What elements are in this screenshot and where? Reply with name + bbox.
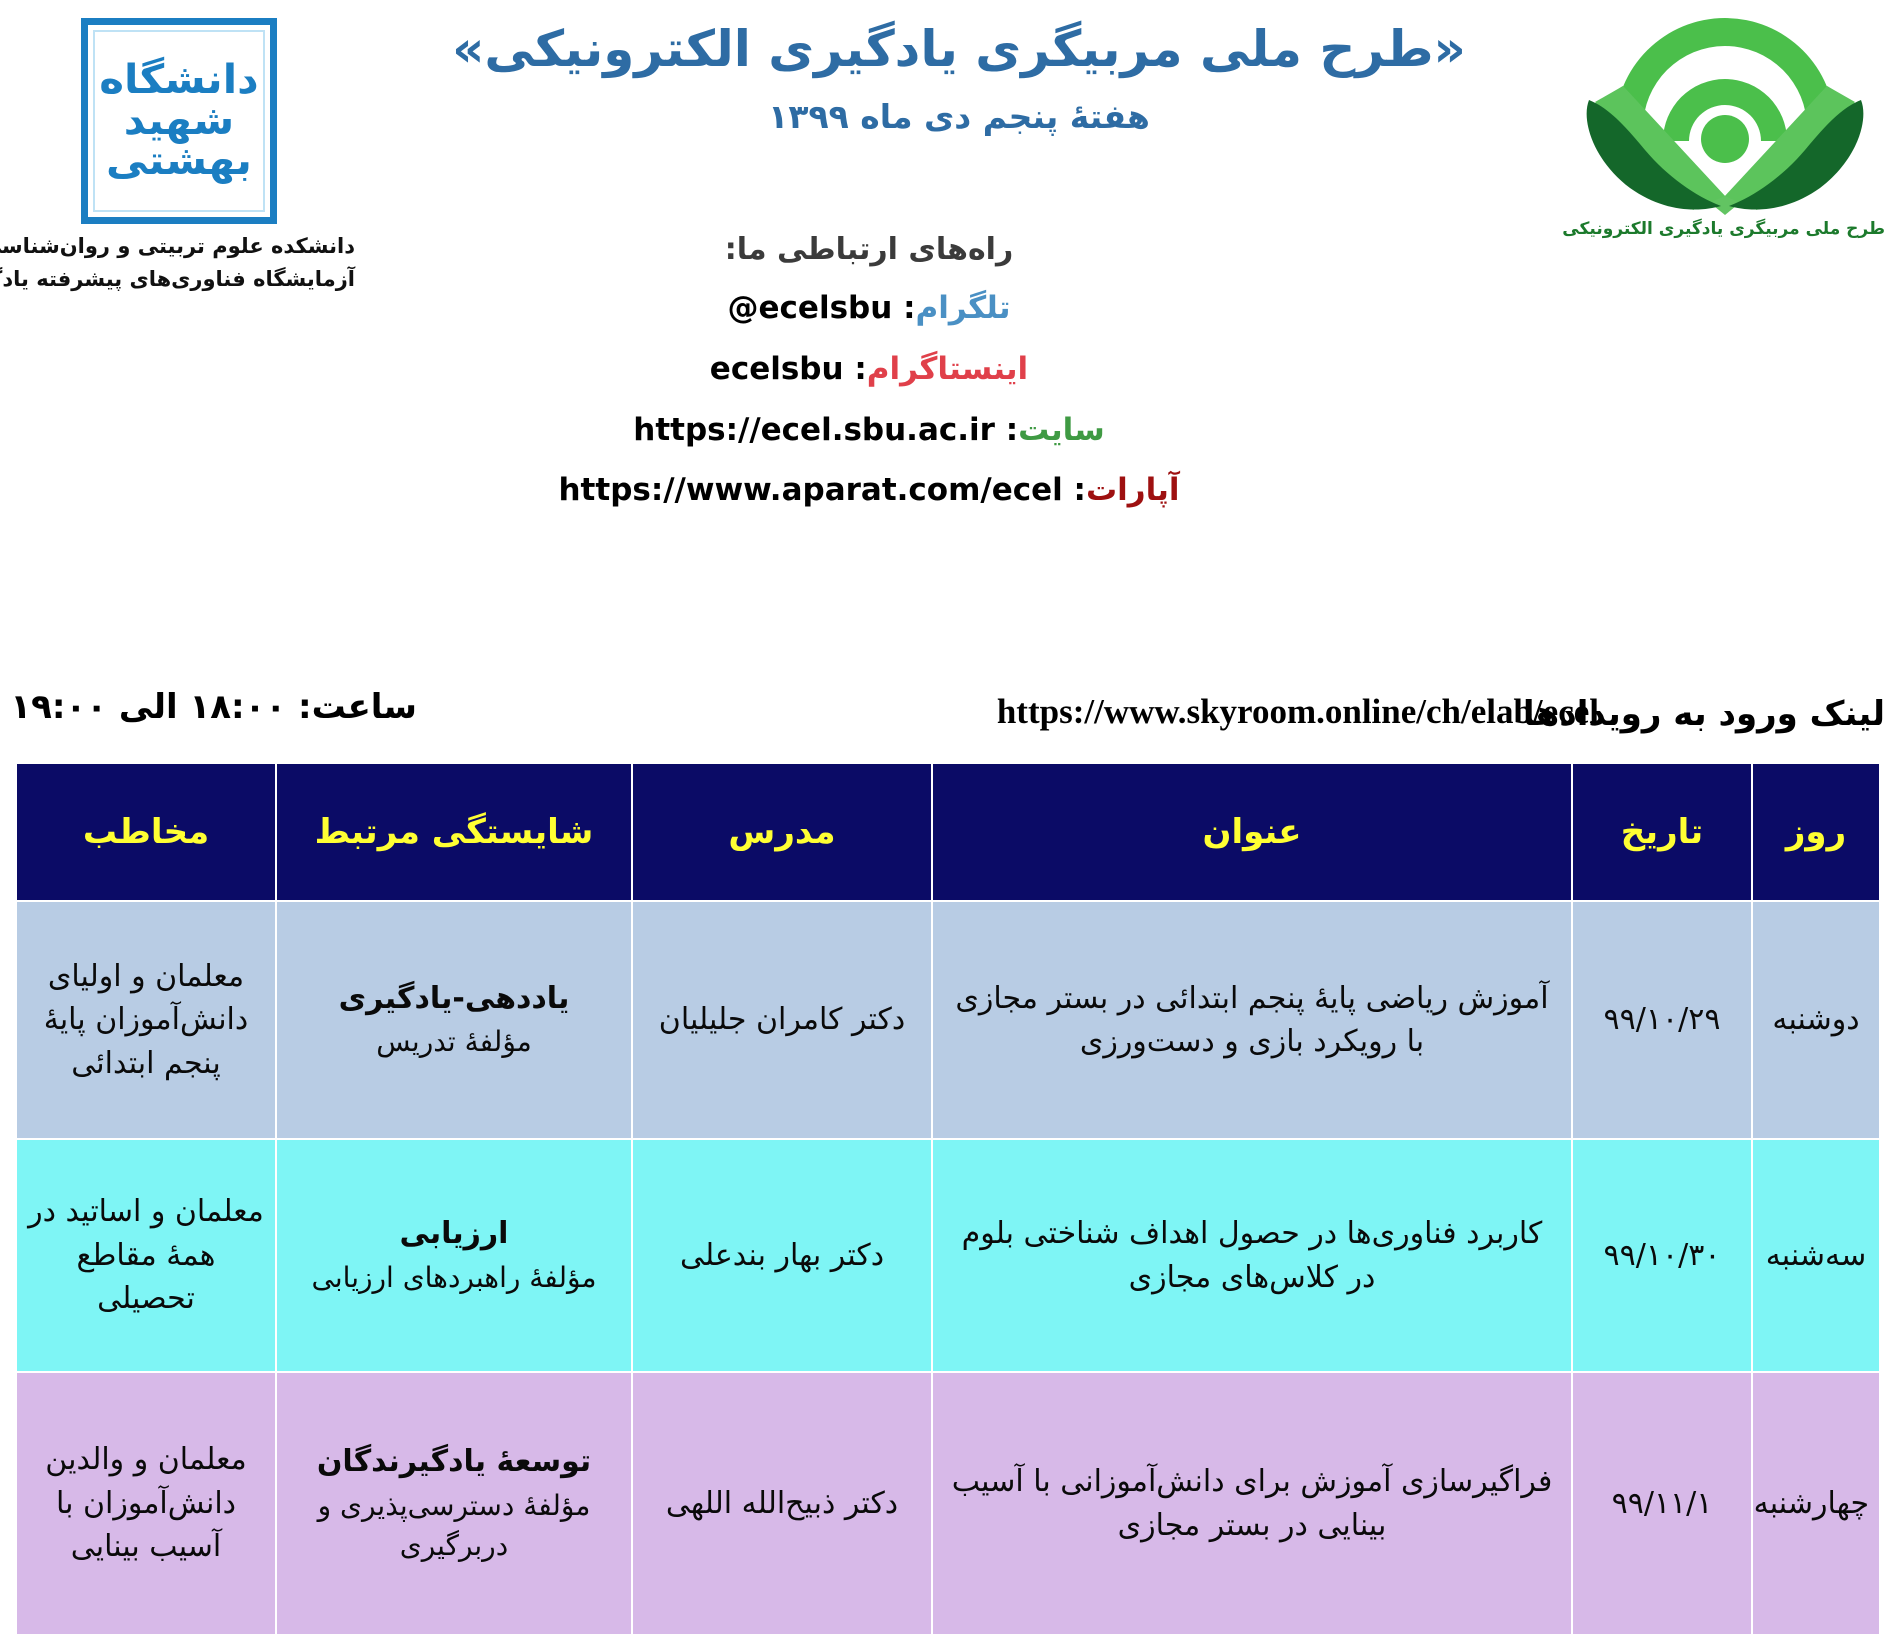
cell-title: کاربرد فناوری‌ها در حصول اهداف شناختی بل… (932, 1138, 1574, 1373)
cell-date: ۹۹/۱۰/۲۹ (1572, 900, 1754, 1140)
column-header-audience: مخاطب (16, 762, 278, 902)
schedule-table-wrap: روز تاریخ عنوان مدرس شایستگی مرتبط مخاطب… (16, 762, 1882, 1636)
title-block: «طرح ملی مربیگری یادگیری الکترونیکی» هفت… (370, 18, 1550, 136)
cell-date: ۹۹/۱۰/۳۰ (1572, 1138, 1754, 1373)
cell-competency: ارزیابی مؤلفۀ راهبردهای ارزیابی (276, 1138, 634, 1373)
contact-row-telegram: تلگرام: @ecelsbu (0, 289, 1900, 328)
ecel-logo-caption: طرح ملی مربیگری یادگیری الکترونیکی (1563, 219, 1886, 239)
column-header-title: عنوان (932, 762, 1574, 902)
table-row: دوشنبه ۹۹/۱۰/۲۹ آموزش ریاضی پایۀ پنجم اب… (16, 900, 1882, 1140)
contact-row-aparat: آپارات: https://www.aparat.com/ecel (0, 471, 1900, 510)
cell-date: ۹۹/۱۱/۱ (1572, 1371, 1754, 1636)
event-link-bar: لینک ورود به رویدادها https://www.skyroo… (0, 687, 1900, 750)
cell-audience: معلمان و اساتید در همۀ مقاطع تحصیلی (16, 1138, 278, 1373)
website-url[interactable]: https://ecel.sbu.ac.ir (634, 411, 996, 448)
column-header-day: روز (1752, 762, 1882, 902)
cell-title: فراگیرسازی آموزش برای دانش‌آموزانی با آس… (932, 1371, 1574, 1636)
sbu-logo-calligraphy: دانشگاه شهید بهشتی (100, 56, 262, 185)
schedule-table-body: دوشنبه ۹۹/۱۰/۲۹ آموزش ریاضی پایۀ پنجم اب… (16, 900, 1882, 1636)
table-row: سه‌شنبه ۹۹/۱۰/۳۰ کاربرد فناوری‌ها در حصو… (16, 1138, 1882, 1373)
separator-colon-telegram: : (893, 290, 917, 326)
cell-day: دوشنبه (1752, 900, 1882, 1140)
page-subtitle: هفتۀ پنجم دی ماه ۱۳۹۹ (769, 96, 1151, 136)
competency-sub: مؤلفۀ راهبردهای ارزیابی (312, 1260, 598, 1294)
cell-audience: معلمان و اولیای دانش‌آموزان پایۀ پنجم اب… (16, 900, 278, 1140)
cell-competency: توسعۀ یادگیرندگان مؤلفۀ دسترسی‌پذیری و د… (276, 1371, 634, 1636)
cell-audience: معلمان و والدین دانش‌آموزان با آسیب بینا… (16, 1371, 278, 1636)
telegram-handle[interactable]: @ecelsbu (728, 290, 894, 326)
cell-teacher: دکتر ذبیح‌الله اللهی (632, 1371, 934, 1636)
competency-sub: مؤلفۀ دسترسی‌پذیری و دربرگیری (318, 1488, 592, 1563)
competency-main: ارزیابی (400, 1216, 510, 1252)
cell-teacher: دکتر بهار بندعلی (632, 1138, 934, 1373)
website-label: سایت (1019, 411, 1106, 448)
page-header: دانشگاه شهید بهشتی دانشکده علوم تربیتی و… (0, 0, 1900, 300)
contact-block: راه‌های ارتباطی ما: تلگرام: @ecelsbu این… (0, 232, 1900, 532)
schedule-table: روز تاریخ عنوان مدرس شایستگی مرتبط مخاطب… (16, 762, 1882, 1636)
separator-colon-website: : (995, 411, 1020, 448)
event-link-label: لینک ورود به رویدادها (1523, 694, 1886, 734)
page-title: «طرح ملی مربیگری یادگیری الکترونیکی» (453, 20, 1467, 78)
aparat-label: آپارات (1086, 472, 1181, 509)
cell-competency: یاددهی-یادگیری مؤلفۀ تدریس (276, 900, 634, 1140)
contact-row-instagram: اینستاگرام: ecelsbu (0, 350, 1900, 389)
instagram-label: اینستاگرام (867, 350, 1030, 387)
competency-main: توسعۀ یادگیرندگان (317, 1444, 593, 1480)
aparat-url[interactable]: https://www.aparat.com/ecel (559, 472, 1064, 509)
sbu-university-logo-icon: دانشگاه شهید بهشتی (82, 18, 278, 224)
column-header-date: تاریخ (1572, 762, 1754, 902)
sbu-logo-block: دانشگاه شهید بهشتی دانشکده علوم تربیتی و… (0, 8, 360, 295)
event-time-label: ساعت: ۱۸:۰۰ الی ۱۹:۰۰ (11, 687, 418, 727)
telegram-label: تلگرام (916, 290, 1012, 326)
table-row: چهارشنبه ۹۹/۱۱/۱ فراگیرسازی آموزش برای د… (16, 1371, 1882, 1636)
lab-name-line2: آزمایشگاه فناوری‌های پیشرفته یادگیری (0, 266, 356, 291)
ecel-logo-block: طرح ملی مربیگری یادگیری الکترونیکی (1563, 10, 1887, 239)
separator-colon-instagram: : (844, 350, 868, 387)
column-header-teacher: مدرس (632, 762, 934, 902)
contact-lead-label: راه‌های ارتباطی ما: (725, 232, 1015, 267)
table-header-row: روز تاریخ عنوان مدرس شایستگی مرتبط مخاطب (16, 762, 1882, 902)
schedule-table-head: روز تاریخ عنوان مدرس شایستگی مرتبط مخاطب (16, 762, 1882, 902)
cell-title: آموزش ریاضی پایۀ پنجم ابتدائی در بستر مج… (932, 900, 1574, 1140)
instagram-handle[interactable]: ecelsbu (710, 350, 845, 387)
cell-teacher: دکتر کامران جلیلیان (632, 900, 934, 1140)
separator-colon-aparat: : (1063, 472, 1087, 509)
ecel-wifi-hands-logo-icon (1576, 10, 1876, 215)
competency-sub: مؤلفۀ تدریس (377, 1025, 533, 1059)
skyroom-event-url[interactable]: https://www.skyroom.online/ch/elab/ecel (997, 692, 1600, 731)
cell-day: چهارشنبه (1752, 1371, 1882, 1636)
cell-day: سه‌شنبه (1752, 1138, 1882, 1373)
contact-row-website: سایت: https://ecel.sbu.ac.ir (0, 411, 1900, 450)
column-header-competency: شایستگی مرتبط (276, 762, 634, 902)
competency-main: یاددهی-یادگیری (339, 980, 571, 1016)
faculty-name-line1: دانشکده علوم تربیتی و روان‌شناسی (0, 234, 356, 258)
